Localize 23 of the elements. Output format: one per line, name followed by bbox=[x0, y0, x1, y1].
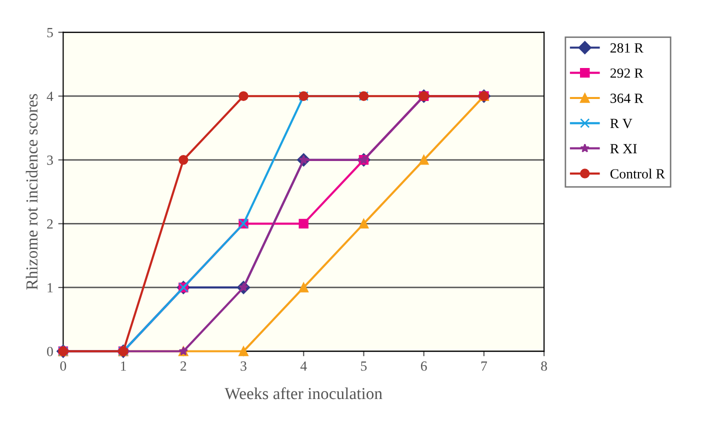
legend-label: 281 R bbox=[610, 43, 644, 53]
y-tick-label: 2 bbox=[47, 219, 53, 229]
x-tick-label: 5 bbox=[361, 362, 367, 371]
x-tick-label: 3 bbox=[240, 361, 246, 371]
legend-label: 364 R bbox=[610, 94, 644, 103]
legend-label: R V bbox=[610, 118, 632, 128]
x-tick-label: 2 bbox=[180, 361, 186, 371]
x-tick-label: 0 bbox=[60, 361, 66, 371]
y-tick-label: 3 bbox=[47, 156, 53, 165]
y-axis-title: Rhizome rot incidence scores bbox=[26, 94, 38, 290]
y-tick-label: 0 bbox=[47, 346, 53, 356]
legend-label: 292 R bbox=[610, 68, 644, 78]
y-tick-label: 4 bbox=[46, 92, 54, 101]
legend-label: R XI bbox=[610, 144, 637, 154]
y-tick-label: 5 bbox=[47, 28, 53, 38]
y-tick-label: 1 bbox=[48, 283, 53, 292]
x-tick-label: 1 bbox=[121, 361, 126, 371]
legend-label: Control R bbox=[610, 168, 666, 179]
x-tick-label: 6 bbox=[420, 361, 427, 371]
x-tick-label: 8 bbox=[541, 361, 547, 371]
x-tick-label: 4 bbox=[300, 361, 307, 371]
x-tick-label: 7 bbox=[481, 362, 488, 371]
x-axis-title: Weeks after inoculation bbox=[224, 387, 382, 400]
